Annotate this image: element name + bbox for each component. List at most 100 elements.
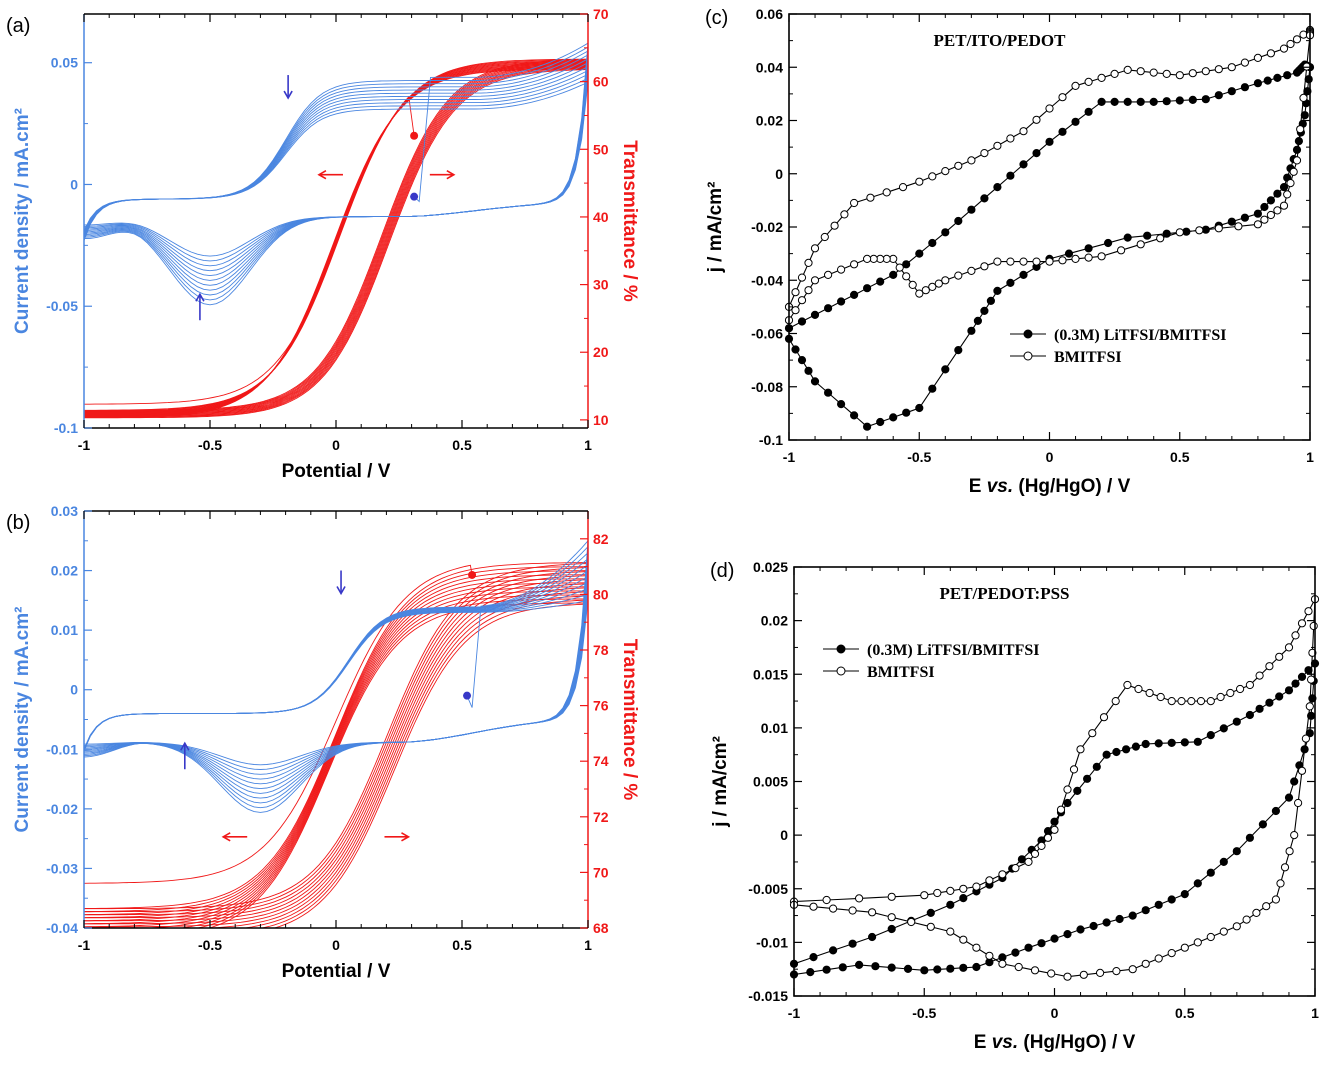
data-point — [1131, 742, 1141, 751]
panel-label: (c) — [705, 7, 728, 29]
data-point — [1309, 621, 1318, 631]
data-point — [1273, 206, 1282, 215]
data-point — [1252, 908, 1261, 918]
data-point — [1283, 71, 1292, 80]
panel-label: (a) — [6, 15, 30, 37]
data-point — [1154, 739, 1163, 748]
data-point — [1232, 847, 1241, 856]
series-bmitfsi — [784, 25, 1315, 325]
data-point — [1177, 697, 1186, 706]
direction-arrow-right — [384, 832, 411, 842]
x-tick-label: 1 — [584, 437, 592, 453]
data-point — [1032, 149, 1041, 158]
y-tick-label: -0.06 — [751, 326, 783, 342]
y2-tick-label: 30 — [593, 277, 609, 293]
data-point — [876, 277, 885, 286]
data-point — [887, 924, 896, 934]
data-point — [1092, 762, 1101, 771]
x-tick-label: 0 — [332, 437, 340, 453]
data-point — [1196, 697, 1206, 706]
data-point — [1175, 71, 1184, 80]
data-point — [1058, 256, 1067, 265]
data-point — [1258, 820, 1268, 829]
data-point — [824, 388, 833, 397]
data-point — [1206, 932, 1215, 942]
x-axis-title-part: E — [969, 476, 987, 497]
data-point — [822, 965, 831, 974]
x-tick-label: 0 — [1051, 1005, 1059, 1021]
data-point — [820, 232, 829, 242]
data-point — [928, 172, 937, 181]
x-tick-label: 1 — [584, 937, 592, 953]
data-point — [1262, 902, 1271, 911]
data-point — [895, 263, 904, 272]
data-point — [1271, 806, 1281, 816]
data-point — [980, 149, 989, 158]
y-tick-label: -0.08 — [751, 379, 783, 395]
data-point — [829, 904, 838, 913]
data-point — [1073, 786, 1082, 796]
arrow-head — [336, 586, 346, 596]
y-tick-label: 0.02 — [761, 613, 788, 629]
data-point — [926, 922, 935, 931]
legend-label: (0.3M) LiTFSI/BMITFSI — [1054, 327, 1226, 344]
data-point — [934, 279, 943, 288]
data-point — [804, 286, 813, 295]
data-point — [791, 306, 800, 315]
data-point — [1143, 231, 1152, 240]
data-point — [797, 356, 807, 365]
data-point — [1154, 900, 1163, 909]
data-point — [1096, 968, 1105, 978]
data-point — [829, 946, 838, 955]
y-axis-title: Current density / mA.cm² — [12, 607, 33, 833]
data-point — [1043, 833, 1053, 842]
data-point — [1111, 697, 1120, 706]
data-point — [1032, 115, 1041, 124]
data-point — [1134, 684, 1143, 694]
data-point — [928, 282, 937, 291]
x-tick-label: -1 — [78, 937, 91, 953]
y2-tick-label: 78 — [593, 642, 609, 658]
data-point — [1032, 257, 1041, 266]
y2-axis-title: Transmittance / % — [619, 639, 640, 801]
series-line — [788, 63, 1311, 428]
data-point — [809, 953, 818, 962]
data-point — [993, 141, 1002, 150]
current-cycle-line — [84, 50, 588, 296]
data-point — [941, 365, 950, 374]
data-point — [915, 403, 924, 413]
data-point — [1273, 189, 1282, 198]
y-tick-label: 0.005 — [753, 774, 788, 790]
data-point — [1123, 65, 1132, 75]
data-point — [1206, 868, 1215, 877]
data-point — [1037, 841, 1046, 851]
data-point — [915, 177, 924, 186]
data-point — [1058, 93, 1067, 102]
y2-axis-title: Transmittance / % — [619, 140, 640, 302]
data-point — [954, 346, 963, 355]
data-point — [967, 205, 976, 214]
data-point — [898, 183, 908, 192]
data-point — [1265, 698, 1274, 707]
data-point — [1279, 44, 1289, 53]
data-point — [1019, 270, 1028, 279]
x-tick-label: 0 — [332, 937, 340, 953]
chart-title: PET/PEDOT:PSS — [939, 584, 1069, 603]
direction-arrow-down — [283, 75, 293, 100]
y-axis-title: j / mA/cm² — [705, 182, 726, 274]
data-point — [1297, 766, 1307, 775]
data-point — [980, 306, 989, 315]
data-point — [1071, 254, 1080, 263]
data-point — [1063, 785, 1072, 794]
data-point — [1214, 224, 1223, 233]
y-tick-label: -0.1 — [759, 432, 783, 448]
data-point — [1292, 145, 1302, 154]
y-tick-label: -0.01 — [756, 934, 788, 950]
data-point — [804, 258, 813, 267]
direction-arrow-right — [429, 170, 456, 180]
data-point — [791, 288, 800, 297]
y2-tick-label: 80 — [593, 586, 609, 602]
data-point — [1104, 238, 1113, 248]
arrow-head — [180, 741, 190, 751]
data-point — [868, 908, 877, 917]
